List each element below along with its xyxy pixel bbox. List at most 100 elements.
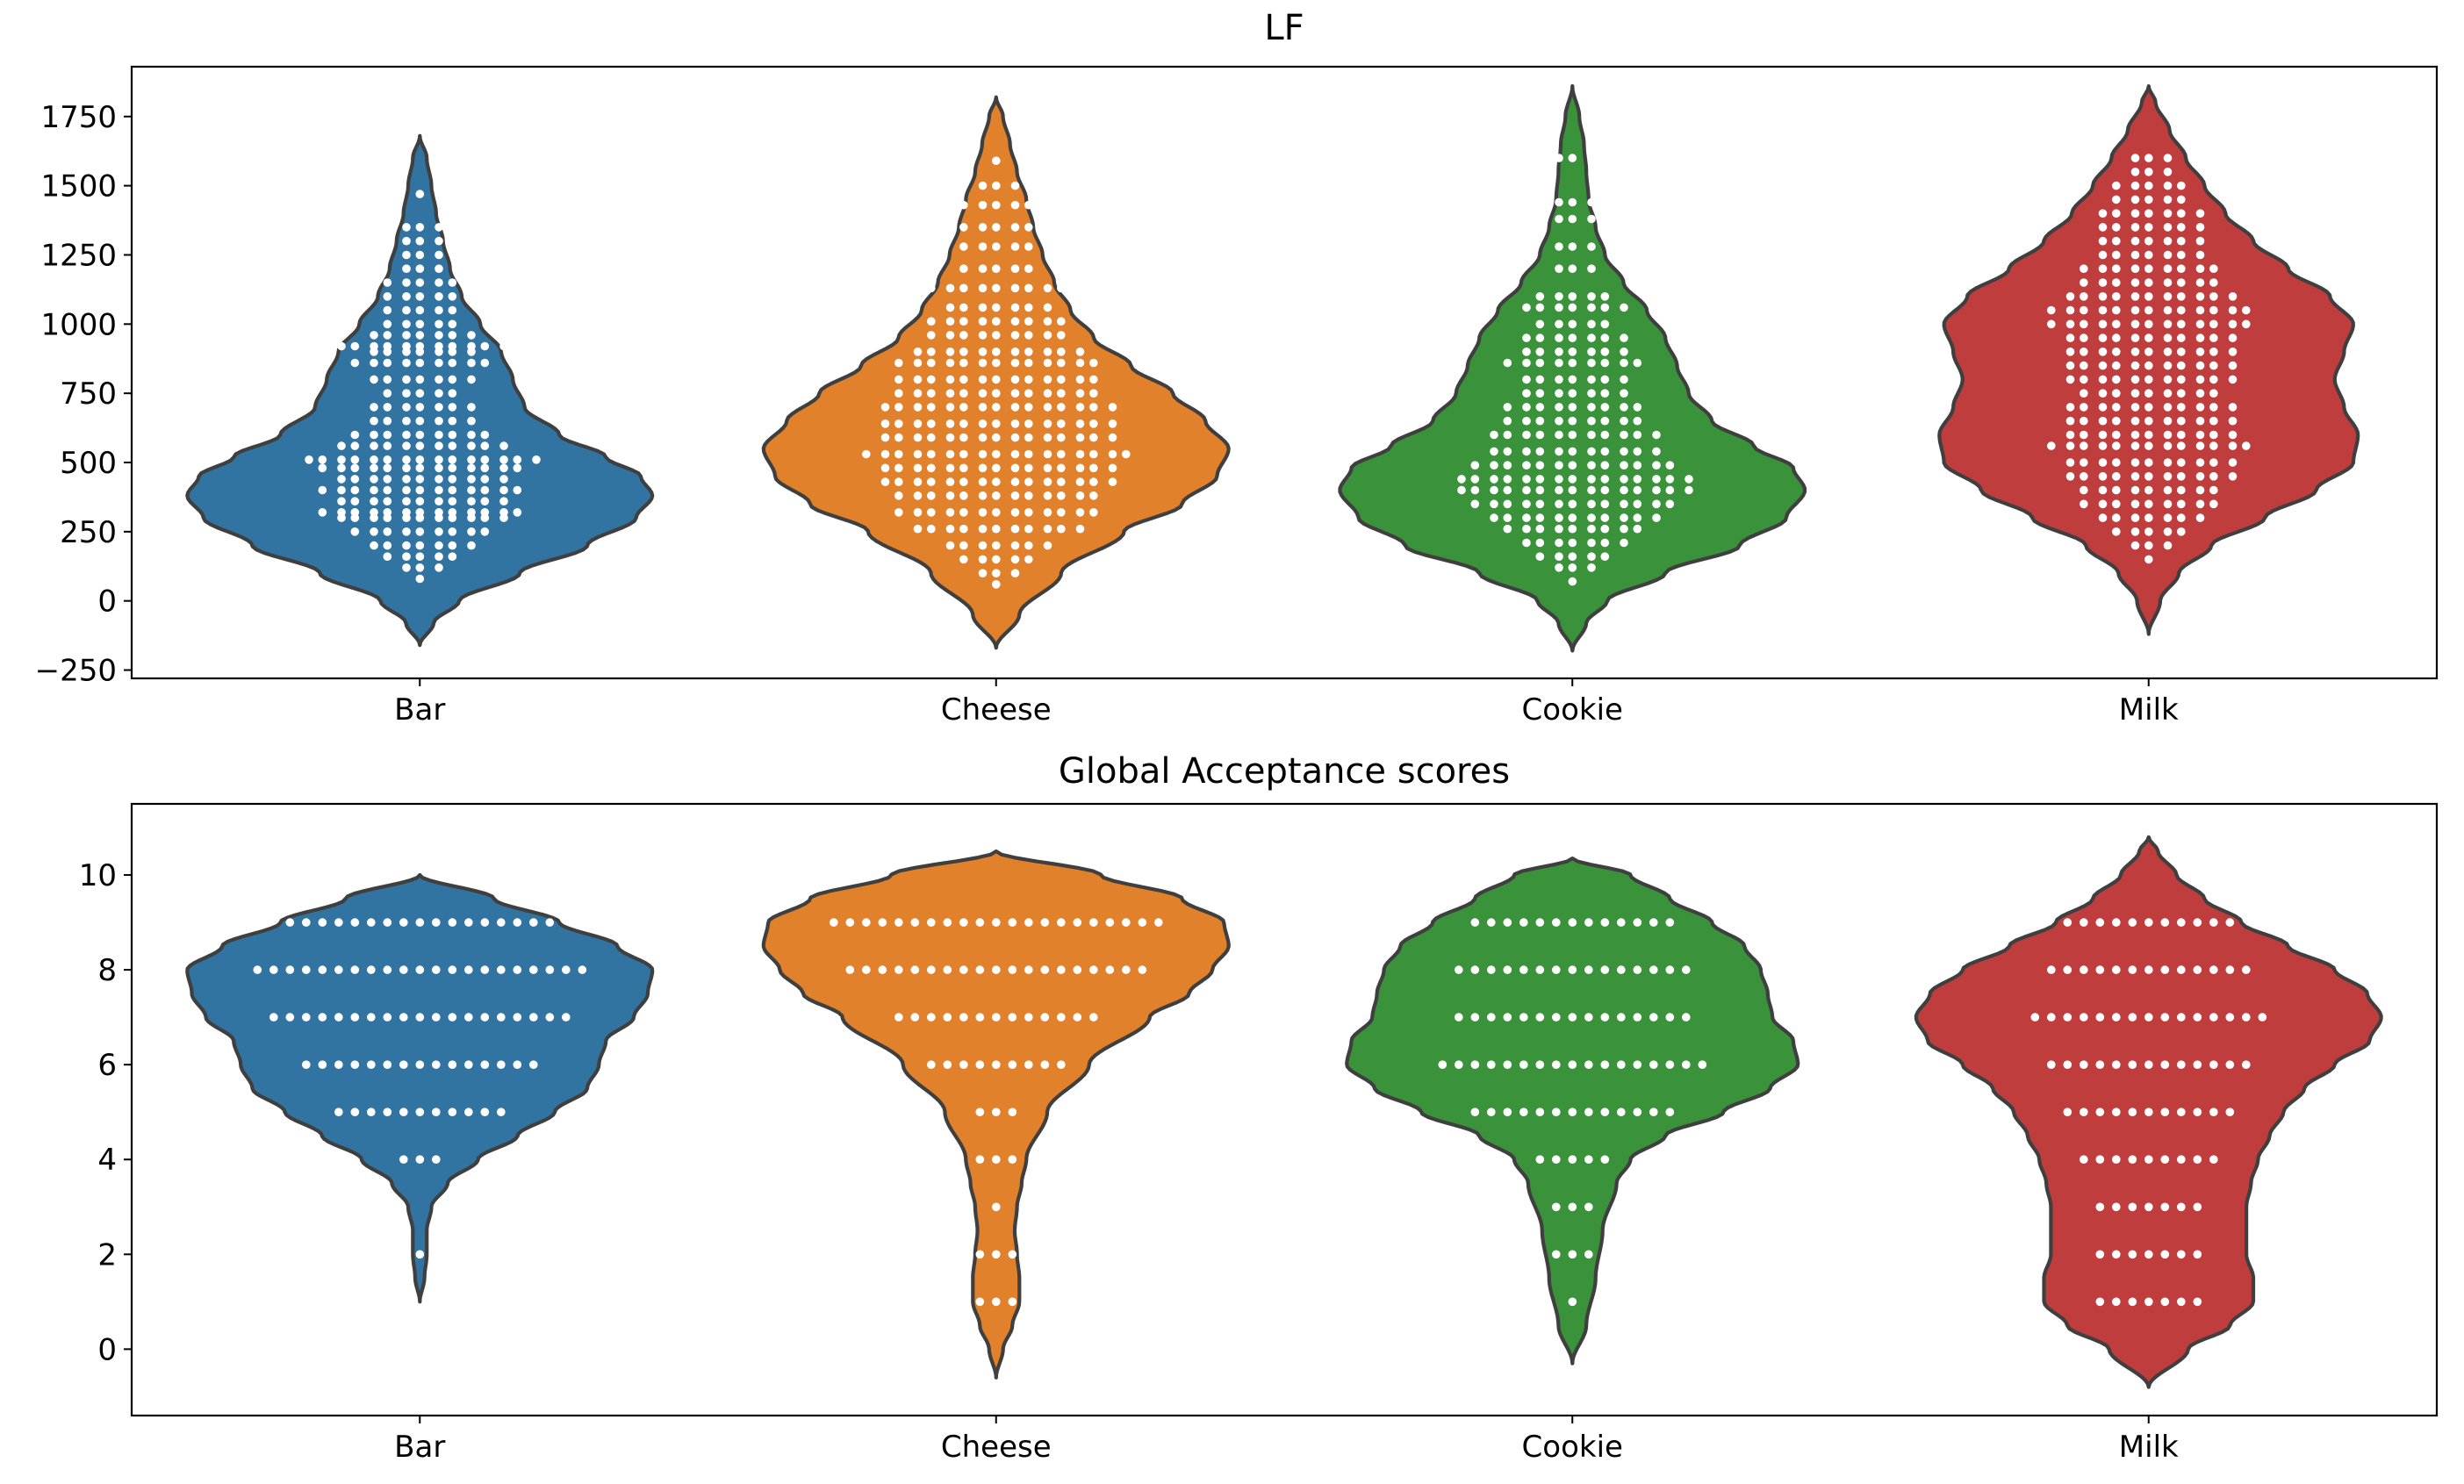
data-point	[1535, 499, 1545, 509]
data-point	[415, 1013, 425, 1022]
data-point	[2065, 348, 2075, 356]
data-point	[1620, 430, 1628, 440]
data-point	[945, 375, 955, 384]
data-point	[1600, 303, 1610, 312]
data-point	[2080, 403, 2088, 412]
data-point	[2098, 236, 2108, 246]
data-point	[2160, 1060, 2170, 1069]
data-point	[350, 1013, 360, 1022]
data-point	[1503, 416, 1512, 426]
data-point	[1535, 552, 1545, 561]
data-point	[1633, 358, 1642, 368]
data-point	[2193, 1060, 2202, 1069]
data-point	[480, 475, 490, 484]
data-point	[1649, 1060, 1658, 1069]
data-point	[1122, 918, 1131, 927]
data-point	[1600, 475, 1610, 484]
data-point	[1522, 513, 1531, 522]
data-point	[1555, 538, 1563, 548]
data-point	[383, 508, 392, 517]
data-point	[415, 574, 425, 584]
data-point	[910, 918, 920, 927]
data-point	[1568, 577, 1577, 586]
data-point	[992, 965, 1001, 974]
data-point	[2209, 292, 2218, 301]
data-point	[2177, 441, 2186, 450]
data-point	[2130, 527, 2140, 536]
data-point	[1057, 508, 1066, 517]
x-axis: Bar Cheese Cookie Milk	[394, 678, 2179, 728]
data-point	[1503, 513, 1512, 522]
data-point	[2128, 1060, 2137, 1069]
data-point	[2163, 458, 2173, 467]
data-point	[480, 463, 490, 473]
data-point	[1010, 555, 1020, 564]
data-point	[1535, 475, 1545, 484]
data-point	[2144, 223, 2153, 232]
data-point	[1010, 508, 1020, 517]
data-point	[302, 1013, 311, 1022]
y-tick-label: 0	[97, 584, 117, 620]
data-point	[2080, 472, 2088, 481]
data-point	[1522, 358, 1531, 368]
data-point	[1568, 264, 1577, 274]
data-point	[2195, 430, 2205, 440]
data-point	[1057, 1013, 1066, 1022]
data-point	[337, 441, 346, 450]
data-point	[2163, 441, 2173, 450]
data-point	[2209, 333, 2218, 342]
data-point	[1457, 475, 1466, 484]
data-point	[1555, 303, 1563, 312]
data-point	[1620, 303, 1628, 312]
data-point	[2112, 278, 2121, 287]
data-point	[402, 236, 411, 246]
data-point	[435, 278, 443, 287]
data-point	[978, 389, 988, 398]
data-point	[1438, 1060, 1448, 1069]
data-point	[2112, 918, 2121, 927]
data-point	[2177, 403, 2186, 412]
data-point	[894, 1013, 903, 1022]
data-point	[383, 375, 392, 384]
data-point	[978, 508, 988, 517]
data-point	[1600, 358, 1610, 368]
data-point	[1600, 524, 1610, 534]
data-point	[1552, 1108, 1561, 1116]
data-point	[1075, 491, 1085, 500]
data-point	[910, 965, 920, 974]
data-point	[2163, 485, 2173, 495]
data-point	[1522, 403, 1531, 412]
data-point	[959, 965, 968, 974]
data-point	[1089, 403, 1098, 412]
data-point	[415, 358, 425, 368]
data-point	[1455, 1013, 1463, 1022]
data-point	[448, 475, 457, 484]
data-point	[2144, 555, 2153, 564]
data-point	[367, 1108, 376, 1116]
data-point	[402, 278, 411, 287]
data-point	[367, 1013, 376, 1022]
data-point	[1649, 918, 1658, 927]
data-point	[2065, 458, 2075, 467]
data-point	[1600, 1060, 1610, 1069]
data-point	[435, 430, 443, 440]
data-point	[448, 403, 457, 412]
data-point	[2112, 319, 2121, 329]
data-point	[1089, 477, 1098, 486]
data-point	[1587, 319, 1596, 329]
data-point	[2128, 1202, 2137, 1212]
data-point	[1122, 449, 1131, 459]
data-point	[2065, 361, 2075, 370]
data-point	[1568, 538, 1577, 548]
data-point	[1665, 499, 1675, 509]
data-point	[1073, 918, 1082, 927]
data-point	[1600, 389, 1610, 398]
data-point	[1089, 918, 1098, 927]
data-point	[2209, 965, 2218, 974]
data-point	[2130, 513, 2140, 522]
data-point	[2144, 441, 2153, 450]
data-point	[1652, 447, 1661, 456]
data-point	[2163, 333, 2173, 342]
data-point	[2080, 278, 2088, 287]
data-point	[1108, 433, 1117, 442]
